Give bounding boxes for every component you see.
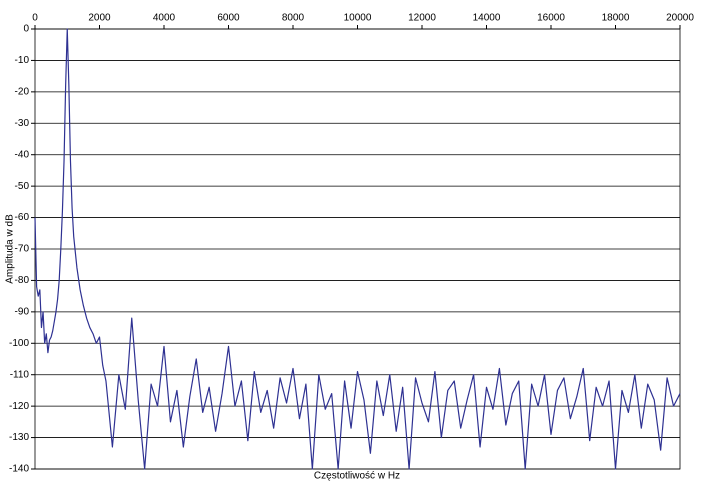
- y-tick-label: -60: [15, 212, 30, 223]
- plot-frame: [34, 28, 681, 470]
- series-line: [34, 28, 681, 470]
- y-tick-label: -80: [15, 275, 30, 286]
- y-axis-title: Amplituda w dB: [5, 214, 16, 284]
- x-tick-label: 12000: [408, 13, 436, 24]
- y-tick-label: -20: [15, 86, 30, 97]
- x-tick-label: 2000: [88, 13, 111, 24]
- x-tick-label: 8000: [282, 13, 305, 24]
- y-tick-label: -30: [15, 118, 30, 129]
- x-tick-label: 20000: [666, 13, 694, 24]
- y-tick-label: -10: [15, 55, 30, 66]
- y-tick-label: -100: [9, 338, 29, 349]
- y-tick-label: -50: [15, 181, 30, 192]
- y-tick-label: -110: [10, 369, 30, 380]
- x-tick-label: 18000: [602, 13, 630, 24]
- y-tick-label: 0: [23, 24, 29, 35]
- x-tick-label: 4000: [153, 13, 176, 24]
- x-tick-label: 16000: [537, 13, 565, 24]
- x-tick-label: 6000: [217, 13, 240, 24]
- y-tick-label: -40: [15, 149, 30, 160]
- y-tick-label: -120: [9, 401, 29, 412]
- y-tick-label: -70: [15, 244, 30, 255]
- x-axis-title: Częstotliwość w Hz: [314, 471, 400, 482]
- y-tick-label: -140: [9, 464, 29, 475]
- x-tick-label: 14000: [473, 13, 501, 24]
- x-tick-label: 10000: [344, 13, 372, 24]
- y-tick-label: -130: [9, 432, 29, 443]
- x-tick-label: 0: [32, 13, 38, 24]
- y-tick-label: -90: [15, 306, 30, 317]
